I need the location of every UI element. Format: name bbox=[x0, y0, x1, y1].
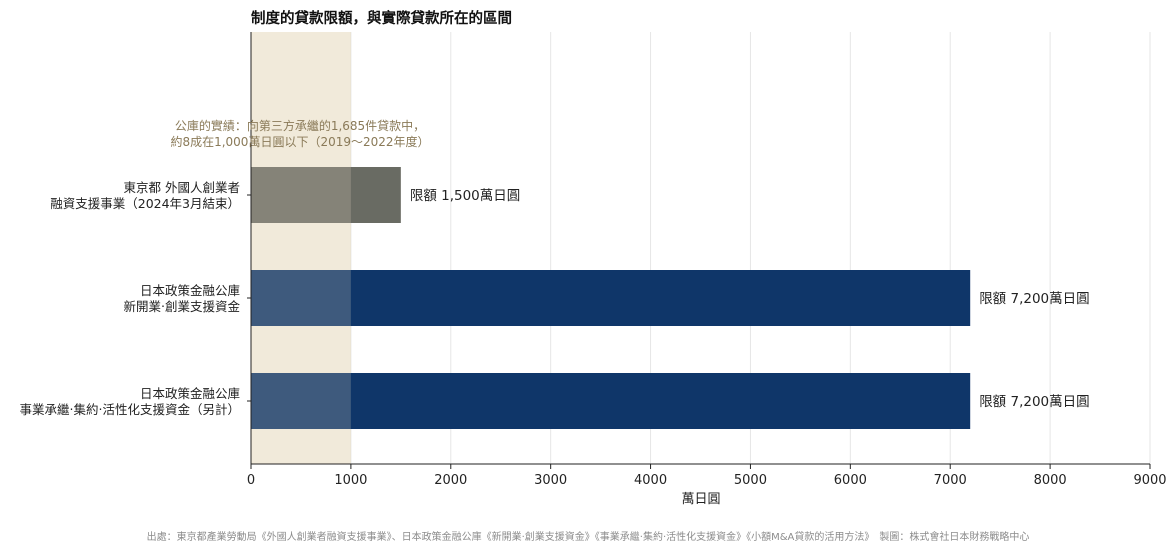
data-label-0: 限額 1,500萬日圓 bbox=[410, 188, 520, 204]
axes: 0 1000 2000 3000 4000 5000 6000 7000 8000 9000 bbox=[247, 32, 1167, 488]
x-tick-label-4: 4000 bbox=[634, 473, 667, 488]
category-label-2-1: 事業承繼‧集約‧活性化支援資金（另計） bbox=[20, 402, 240, 417]
source-note: 出處：東京都產業勞動局《外國人創業者融資支援事業》、日本政策金融公庫《新開業‧創… bbox=[146, 532, 1030, 543]
x-tick-label-5: 5000 bbox=[734, 473, 767, 488]
data-label-1: 限額 7,200萬日圓 bbox=[979, 291, 1089, 307]
grid bbox=[350, 32, 1151, 464]
bar-1 bbox=[251, 270, 971, 326]
bar-overlap-0 bbox=[251, 167, 351, 223]
data-label-2: 限額 7,200萬日圓 bbox=[979, 394, 1089, 410]
category-label-2-0: 日本政策金融公庫 bbox=[140, 386, 240, 401]
x-tick-label-7: 7000 bbox=[934, 473, 967, 488]
band-annotation-0: 公庫的實績：向第三方承繼的1,685件貸款中， bbox=[175, 118, 425, 133]
bar-overlap-2 bbox=[251, 373, 351, 429]
bar-overlap-1 bbox=[251, 270, 351, 326]
band-annotation-1: 約8成在1,000萬日圓以下（2019～2022年度） bbox=[170, 134, 429, 149]
x-tick-label-1: 1000 bbox=[334, 473, 367, 488]
category-label-0-0: 東京都 外國人創業者 bbox=[124, 180, 240, 195]
band-overlap bbox=[251, 167, 351, 429]
category-label-0-1: 融資支援事業（2024年3月結束） bbox=[50, 196, 240, 211]
labels: 限額 1,500萬日圓 東京都 外國人創業者融資支援事業（2024年3月結束） 限額… bbox=[20, 118, 1090, 417]
category-label-1-0: 日本政策金融公庫 bbox=[140, 283, 240, 298]
x-tick-label-0: 0 bbox=[247, 473, 255, 488]
x-tick-label-8: 8000 bbox=[1034, 473, 1067, 488]
bars bbox=[251, 167, 971, 429]
bar-2 bbox=[251, 373, 971, 429]
x-axis-label: 萬日圓 bbox=[681, 492, 720, 507]
category-label-1-1: 新開業‧創業支援資金 bbox=[124, 299, 241, 314]
x-tick-label-2: 2000 bbox=[434, 473, 467, 488]
chart: 制度的貸款限額，與實際貸款所在的區間 0 1000 2000 3000 4000 5000… bbox=[20, 9, 1167, 507]
chart-title: 制度的貸款限額，與實際貸款所在的區間 bbox=[251, 9, 512, 27]
x-tick-label-9: 9000 bbox=[1133, 473, 1166, 488]
x-tick-label-6: 6000 bbox=[834, 473, 867, 488]
bar-0 bbox=[251, 167, 401, 223]
x-tick-label-3: 3000 bbox=[534, 473, 567, 488]
